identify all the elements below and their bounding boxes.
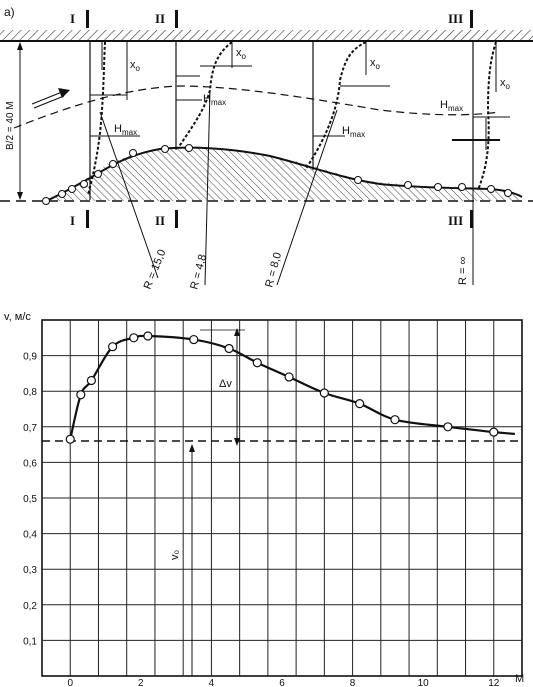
- chart-grid: [41, 319, 523, 677]
- hmax-curve: [13, 85, 501, 129]
- sandbar-point: [80, 180, 88, 188]
- velocity-profile-mid: [304, 41, 367, 171]
- y-tick-label: 0,7: [23, 423, 37, 434]
- sandbar-point: [185, 144, 193, 152]
- sandbar-point: [458, 183, 466, 191]
- width-label: B/2 = 40 M: [5, 101, 16, 150]
- flow-arrow: [31, 88, 70, 109]
- width-arrow-top: [17, 42, 23, 50]
- sandbar-point: [487, 185, 495, 193]
- data-point: [86, 375, 97, 386]
- x-tick-label: 12: [488, 678, 500, 687]
- radius-label-iii: R = 8,0: [263, 251, 284, 289]
- data-point: [107, 342, 118, 352]
- x-axis-label: M: [515, 673, 524, 685]
- delta-v-label: Δv: [219, 378, 232, 390]
- data-point: [355, 399, 365, 409]
- section-ii-mark-top: [175, 10, 178, 28]
- section-ii-mark-bottom: [175, 210, 178, 228]
- velocity-profile-ii: [177, 41, 233, 149]
- v0-annotation: v₀: [169, 444, 195, 676]
- section-iii-mark-top: [470, 10, 473, 28]
- y-tick-label: 0,8: [23, 387, 37, 398]
- sandbar-point: [404, 181, 412, 189]
- radius-label-ii: R = 4,8: [188, 253, 209, 291]
- x-tick-label: 10: [418, 678, 430, 687]
- section-i-mark-bottom: [86, 210, 89, 228]
- hmax-label-ii: Hmax: [203, 93, 226, 107]
- x-tick-label: 6: [279, 678, 285, 687]
- x0-label-i: xo: [130, 59, 141, 73]
- sandbar-point: [94, 170, 102, 178]
- x-tick-label: 8: [350, 678, 356, 687]
- chart-series: [42, 331, 522, 444]
- data-point: [129, 333, 139, 343]
- x-tick-label: 4: [209, 678, 215, 687]
- x-tick-label: 0: [67, 678, 73, 687]
- chart-ticks: 0,1 0,2 0,3 0,4 0,5 0,6 0,7 0,8 0,9 0 2 4 6 8 10 12: [23, 352, 500, 687]
- x0-label-mid: xo: [370, 57, 381, 71]
- section-ii-label-bottom: II: [155, 213, 165, 228]
- x-tick-label: 2: [138, 678, 144, 687]
- data-point: [390, 415, 400, 425]
- y-tick-label: 0,9: [23, 352, 37, 363]
- hmax-label-mid: Hmax: [342, 125, 365, 139]
- velocity-chart: б) v, м/с M 0,10,20,30,40,50,60,70,80,90…: [4, 311, 524, 687]
- data-point: [224, 343, 234, 354]
- y-tick-label: 0,6: [23, 458, 37, 469]
- panel-a-label: а): [4, 5, 15, 19]
- sandbar-point: [434, 183, 442, 191]
- data-point: [443, 422, 453, 432]
- sandbar-point: [161, 145, 169, 153]
- delta-v-annotation: Δv: [200, 328, 245, 446]
- hmax-label-i: Hmax: [114, 123, 137, 137]
- section-i-label-top: I: [70, 11, 75, 26]
- y-axis-label: v, м/с: [4, 311, 31, 323]
- data-point: [319, 388, 329, 398]
- section-i-label-bottom: I: [70, 213, 75, 228]
- data-point: [489, 427, 499, 437]
- section-iii-label-bottom: III: [448, 213, 463, 228]
- section-ii-label-top: II: [155, 11, 165, 26]
- sandbar-point: [504, 189, 512, 197]
- sandbar-points: [42, 144, 512, 205]
- sandbar-point: [129, 149, 137, 157]
- channel-cross-section-diagram: а) B/2 = 40 M I I xo Hmax R = 15,0: [0, 5, 533, 291]
- y-tick-label: 0,4: [23, 530, 37, 541]
- data-point: [284, 372, 294, 382]
- v0-label: v₀: [169, 550, 181, 560]
- radius-label-iv: R = ∞: [457, 257, 469, 285]
- radius-line-iii: [276, 109, 338, 286]
- y-tick-label: 0,5: [23, 494, 37, 505]
- section-iii: III III xo Hmax R = ∞: [440, 10, 511, 285]
- data-point: [189, 334, 199, 345]
- x0-label-iii: xo: [500, 77, 511, 91]
- width-arrow-bottom: [17, 192, 23, 200]
- section-iii-mark-bottom: [470, 210, 473, 228]
- sandbar-point: [58, 190, 66, 198]
- sandbar-point: [42, 197, 50, 205]
- y-tick-label: 0,2: [23, 601, 37, 612]
- data-point: [143, 331, 153, 341]
- data-point: [252, 358, 262, 368]
- sandbar-point: [354, 176, 362, 184]
- data-point: [76, 390, 86, 400]
- x0-label-ii: xo: [236, 47, 247, 61]
- velocity-profile-iii: [477, 41, 497, 191]
- radius-label-i: R = 15,0: [142, 248, 169, 291]
- section-iii-label-top: III: [448, 11, 463, 26]
- sandbar-point: [109, 160, 117, 168]
- hmax-label-iii: Hmax: [440, 99, 463, 113]
- y-tick-label: 0,1: [23, 636, 37, 647]
- sandbar-hatch: [50, 148, 520, 201]
- y-tick-label: 0,3: [23, 565, 37, 576]
- data-point: [65, 434, 75, 444]
- sandbar-point: [68, 185, 76, 193]
- top-wall-hatch: [0, 30, 533, 40]
- radius-line-i: [99, 111, 159, 279]
- radius-line-ii: [204, 89, 211, 286]
- section-i-mark-top: [86, 10, 89, 28]
